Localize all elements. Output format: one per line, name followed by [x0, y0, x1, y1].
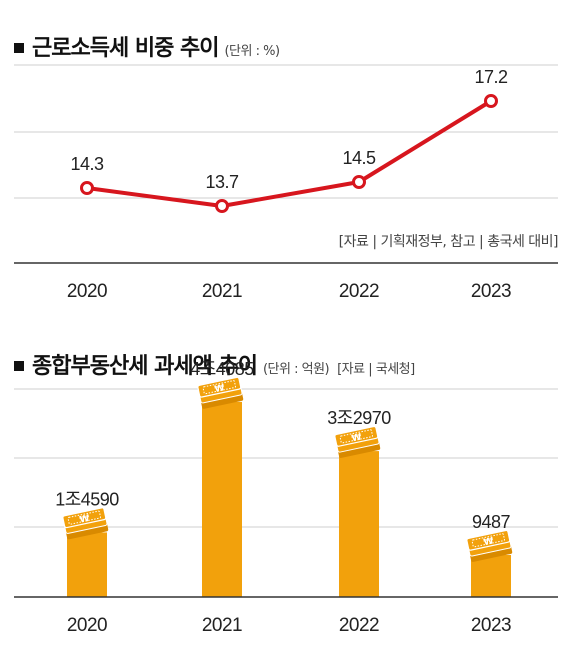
chart2-x-tick-2022: 2022	[339, 615, 379, 636]
chart2-data-label-2022: 3조2970	[327, 408, 391, 428]
chart2-data-label-2023: 9487	[472, 512, 511, 532]
chart1-title: 근로소득세 비중 추이	[32, 36, 219, 61]
money-stack-border	[202, 380, 236, 395]
money-stack-top	[197, 376, 242, 398]
money-stack-top	[466, 529, 511, 551]
chart1-point-2020	[80, 181, 94, 195]
money-stack-top	[62, 507, 107, 529]
header-square-icon	[14, 361, 24, 371]
chart1-data-label-2023: 17.2	[474, 67, 508, 87]
chart2-bar-2022	[339, 451, 379, 597]
money-stack-icon: ₩	[466, 529, 513, 562]
money-stack-icon: ₩	[62, 507, 109, 540]
won-symbol-icon: ₩	[483, 536, 495, 548]
chart1-header: 근로소득세 비중 추이 (단위 : %)	[14, 30, 280, 62]
chart2-data-label-2020: 1조4590	[55, 489, 119, 509]
chart1-point-2021	[215, 199, 229, 213]
money-stack-top	[334, 425, 379, 447]
chart2-header: 종합부동산세 과세액 추이 (단위 : 억원) [자료 | 국세청]	[14, 348, 415, 380]
chart1-data-label-2021: 13.7	[205, 172, 239, 192]
chart2-title: 종합부동산세 과세액 추이	[32, 354, 258, 379]
chart2-bar-2021	[202, 401, 242, 597]
chart2-data-label-2021: 4조4085	[190, 359, 254, 379]
money-stack-border	[471, 533, 505, 548]
chart2-unit: (단위 : 억원)	[262, 362, 330, 377]
chart2-source-note: [자료 | 국세청]	[337, 362, 415, 377]
chart1-data-label-2020: 14.3	[70, 154, 104, 174]
chart1-data-label-2022: 14.5	[342, 148, 376, 168]
won-symbol-icon: ₩	[214, 383, 226, 395]
chart2-x-tick-2023: 2023	[471, 615, 511, 636]
money-stack-border	[67, 510, 101, 525]
money-stack-icon: ₩	[334, 425, 381, 458]
header-square-icon	[14, 43, 24, 53]
money-stack-icon: ₩	[197, 376, 244, 409]
money-stack-border	[339, 429, 373, 444]
chart1-point-2023	[484, 94, 498, 108]
chart1-series-line	[85, 99, 493, 208]
chart2-bar-2020	[67, 532, 107, 597]
chart2-x-tick-2021: 2021	[202, 615, 242, 636]
won-symbol-icon: ₩	[351, 432, 363, 444]
won-symbol-icon: ₩	[79, 514, 91, 526]
chart1-source-note: [자료 | 기획재정부, 참고 | 총국세 대비]	[338, 234, 559, 250]
chart1-x-tick-2022: 2022	[339, 281, 379, 302]
chart1-point-2022	[352, 175, 366, 189]
chart1-x-tick-2023: 2023	[471, 281, 511, 302]
chart1-x-tick-2020: 2020	[67, 281, 107, 302]
chart1-unit: (단위 : %)	[224, 44, 280, 59]
chart2-bar-2023	[471, 555, 511, 597]
chart1-x-tick-2021: 2021	[202, 281, 242, 302]
chart2-x-tick-2020: 2020	[67, 615, 107, 636]
